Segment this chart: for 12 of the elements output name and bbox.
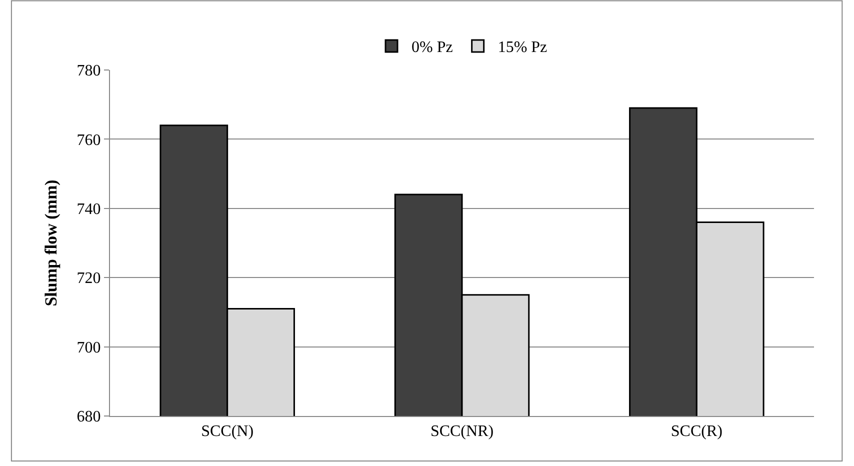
x-tick-label: SCC(NR) xyxy=(430,423,494,440)
x-tick-label: SCC(R) xyxy=(670,423,722,440)
y-tick-label: 780 xyxy=(76,62,101,80)
legend-label: 0% Pz xyxy=(412,39,453,56)
x-tick-label: SCC(N) xyxy=(201,423,254,440)
y-axis-title: Slump flow (mm) xyxy=(41,180,60,306)
y-tick-label: 700 xyxy=(76,339,101,356)
y-tick-label: 680 xyxy=(76,408,101,426)
y-tick-label: 760 xyxy=(76,132,101,149)
legend-label: 15% Pz xyxy=(498,39,548,56)
y-tick-label: 720 xyxy=(76,270,101,288)
y-tick-label: 740 xyxy=(76,201,101,218)
